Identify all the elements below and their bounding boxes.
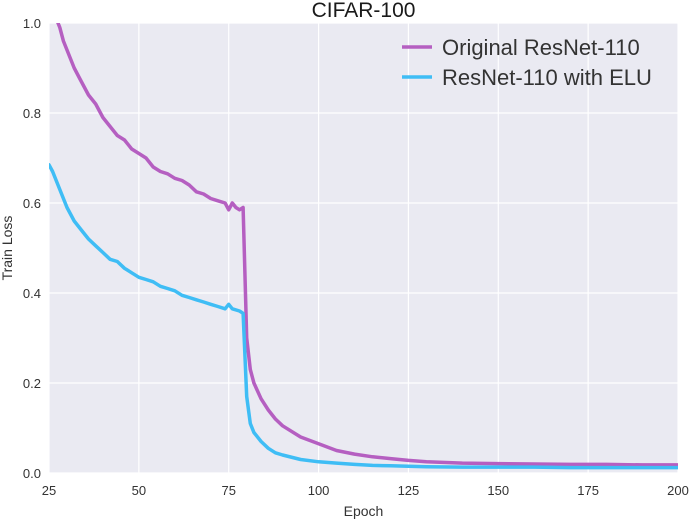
x-tick-label: 25 — [42, 483, 56, 498]
tick-labels: 0.0 0.2 0.4 0.6 0.8 1.0 25 50 75 100 125 150 175 200 — [23, 16, 689, 498]
legend-label: Original ResNet-110 — [442, 35, 640, 60]
y-tick-label: 0.4 — [23, 286, 41, 301]
y-tick-label: 0.2 — [23, 376, 41, 391]
series-layer — [49, 23, 678, 470]
y-tick-label: 0.6 — [23, 196, 41, 211]
x-tick-label: 100 — [308, 483, 330, 498]
x-axis-label: Epoch — [344, 503, 384, 519]
y-tick-label: 0.0 — [23, 466, 41, 481]
legend: Original ResNet-110 ResNet-110 with ELU — [402, 35, 652, 90]
y-tick-label: 0.8 — [23, 106, 41, 121]
x-tick-label: 125 — [398, 483, 420, 498]
y-axis-label: Train Loss — [0, 216, 15, 281]
x-tick-label: 200 — [667, 483, 689, 498]
x-tick-label: 175 — [577, 483, 599, 498]
gridlines — [48, 22, 679, 474]
chart-title: CIFAR-100 — [312, 0, 416, 22]
plot-area — [49, 23, 678, 473]
x-tick-label: 50 — [132, 483, 146, 498]
series-line-2 — [49, 163, 678, 470]
legend-label: ResNet-110 with ELU — [442, 65, 652, 90]
y-tick-label: 1.0 — [23, 16, 41, 31]
x-tick-label: 150 — [487, 483, 509, 498]
series-line-1 — [56, 23, 678, 467]
x-tick-label: 75 — [221, 483, 235, 498]
